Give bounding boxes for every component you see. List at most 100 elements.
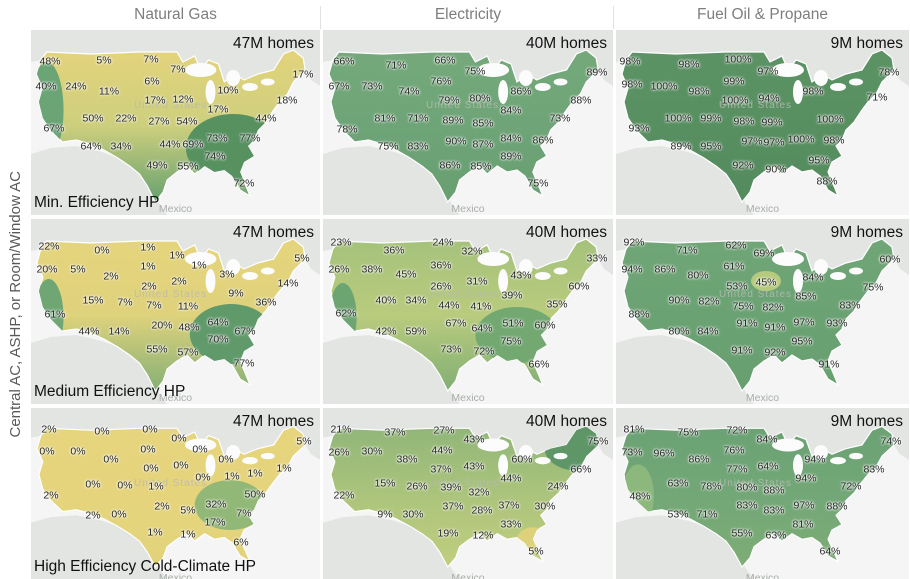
row-label-hp-efficiency: Min. Efficiency HP bbox=[34, 194, 160, 211]
state-value-label-mo: 82% bbox=[762, 301, 784, 314]
state-value-label-ne: 79% bbox=[438, 94, 460, 107]
state-value-label-wi: 86% bbox=[510, 85, 532, 98]
homes-count-label: 47M homes bbox=[233, 35, 314, 52]
state-value-label-la: 55% bbox=[177, 160, 199, 173]
state-value-label-ia: 0% bbox=[173, 459, 189, 472]
state-value-label-nm: 84% bbox=[697, 325, 719, 338]
state-value-label-mt: 36% bbox=[383, 244, 405, 257]
state-value-label-ms: 17% bbox=[204, 516, 226, 529]
state-value-label-mo: 88% bbox=[763, 484, 785, 497]
state-value-label-il: 39% bbox=[501, 289, 523, 302]
basemap-us-watermark: United States bbox=[134, 289, 208, 300]
state-value-label-sd: 76% bbox=[723, 444, 745, 457]
map-panel-row2-col1: United States 40M homes Mexico 21% 37% 27% 4… bbox=[323, 408, 613, 579]
state-value-label-ca: 62% bbox=[335, 307, 357, 320]
state-value-label-nc: 88% bbox=[826, 500, 848, 513]
great-lakes-shape bbox=[205, 454, 216, 477]
state-value-label-wy: 2% bbox=[103, 270, 119, 283]
state-value-label-ca: 2% bbox=[43, 489, 59, 502]
state-value-label-ar: 48% bbox=[178, 321, 200, 334]
state-value-label-mn: 0% bbox=[171, 432, 187, 445]
great-lakes-shape bbox=[518, 70, 533, 86]
map-panel-row1-col1: United States 40M homes Mexico 23% 36% 24% 3… bbox=[323, 219, 613, 404]
state-value-label-mn: 69% bbox=[753, 247, 775, 260]
state-value-label-or: 98% bbox=[621, 78, 643, 91]
state-value-label-sd: 99% bbox=[723, 75, 745, 88]
state-value-label-wi: 43% bbox=[510, 269, 532, 282]
state-value-label-ks: 27% bbox=[148, 115, 170, 128]
state-value-label-wy: 38% bbox=[396, 453, 418, 466]
state-value-label-nd: 24% bbox=[432, 236, 454, 249]
state-value-label-mt: 0% bbox=[94, 244, 110, 257]
basemap-us-watermark: United States bbox=[134, 478, 208, 489]
us-basemap bbox=[616, 408, 909, 579]
state-value-label-or: 94% bbox=[621, 263, 643, 276]
choropleth-shade-patch bbox=[751, 271, 781, 291]
state-value-label-nc: 98% bbox=[823, 134, 845, 147]
homes-count-label: 40M homes bbox=[526, 413, 607, 430]
state-value-label-nv: 15% bbox=[374, 477, 396, 490]
state-value-label-ne: 77% bbox=[726, 463, 748, 476]
state-value-label-oh: 1% bbox=[224, 470, 240, 483]
state-value-label-nc: 86% bbox=[532, 134, 554, 147]
mexico-landmass bbox=[616, 335, 754, 404]
state-value-label-la: 92% bbox=[764, 346, 786, 359]
state-value-label-az: 89% bbox=[670, 140, 692, 153]
state-value-label-fl: 75% bbox=[527, 177, 549, 190]
state-value-label-co: 78% bbox=[700, 480, 722, 493]
state-value-label-wa: 22% bbox=[38, 240, 60, 253]
state-value-label-va: 36% bbox=[255, 296, 277, 309]
state-value-label-ms: 74% bbox=[204, 150, 226, 163]
great-lakes-shape bbox=[498, 80, 509, 104]
state-value-label-ca: 48% bbox=[629, 490, 651, 503]
state-value-label-nv: 100% bbox=[664, 112, 692, 125]
state-value-label-sd: 0% bbox=[140, 443, 156, 456]
state-value-label-nd: 1% bbox=[140, 241, 156, 254]
state-value-label-nd: 100% bbox=[724, 53, 752, 66]
state-value-label-ar: 28% bbox=[471, 504, 493, 517]
state-value-label-wi: 94% bbox=[804, 453, 826, 466]
column-header-fuel-oil-propane: Fuel Oil & Propane bbox=[697, 6, 828, 23]
state-value-label-ar: 83% bbox=[763, 504, 785, 517]
basemap-mexico-label: Mexico bbox=[745, 572, 780, 579]
state-value-label-me: 5% bbox=[296, 435, 312, 448]
state-value-label-fl: 72% bbox=[233, 177, 255, 190]
state-value-label-il: 84% bbox=[500, 104, 522, 117]
homes-count-label: 40M homes bbox=[526, 35, 607, 52]
state-value-label-nm: 95% bbox=[700, 140, 722, 153]
state-value-label-va: 72% bbox=[840, 480, 862, 493]
state-value-label-mn: 97% bbox=[757, 65, 779, 78]
state-value-label-ms: 89% bbox=[500, 150, 522, 163]
state-value-label-az: 2% bbox=[85, 509, 101, 522]
state-value-label-mo: 85% bbox=[472, 117, 494, 130]
state-value-label-ms: 95% bbox=[791, 335, 813, 348]
state-value-label-mo: 99% bbox=[761, 116, 783, 129]
state-value-label-wy: 86% bbox=[688, 453, 710, 466]
great-lakes-shape bbox=[205, 80, 216, 104]
us-basemap bbox=[616, 219, 909, 404]
state-value-label-mn: 1% bbox=[169, 249, 185, 262]
basemap-mexico-label: Mexico bbox=[451, 572, 485, 579]
state-value-label-me: 17% bbox=[292, 68, 314, 81]
state-value-label-wy: 80% bbox=[687, 269, 709, 282]
state-value-label-wy: 45% bbox=[395, 268, 417, 281]
great-lakes-shape bbox=[793, 80, 803, 104]
great-lakes-shape bbox=[226, 70, 241, 86]
great-lakes-shape bbox=[814, 259, 828, 275]
great-lakes-shape bbox=[849, 78, 863, 86]
map-panel-row1-col0: United States 47M homes Mexico 22% 0% 1% 1% 5… bbox=[31, 219, 320, 404]
state-value-label-wi: 98% bbox=[802, 85, 824, 98]
state-value-label-in: 94% bbox=[795, 472, 817, 485]
state-value-label-va: 44% bbox=[255, 112, 277, 125]
great-lakes-shape bbox=[260, 452, 275, 460]
state-value-label-la: 63% bbox=[765, 529, 787, 542]
state-value-label-me: 78% bbox=[878, 66, 900, 79]
state-value-label-az: 64% bbox=[80, 140, 102, 153]
state-value-label-nm: 0% bbox=[111, 508, 127, 521]
state-value-label-ny: 71% bbox=[866, 91, 888, 104]
homes-count-label: 40M homes bbox=[526, 224, 607, 241]
header-divider bbox=[320, 6, 321, 29]
state-value-label-nv: 40% bbox=[375, 294, 397, 307]
basemap-us-watermark: United States bbox=[134, 100, 208, 111]
great-lakes-shape bbox=[226, 444, 241, 460]
